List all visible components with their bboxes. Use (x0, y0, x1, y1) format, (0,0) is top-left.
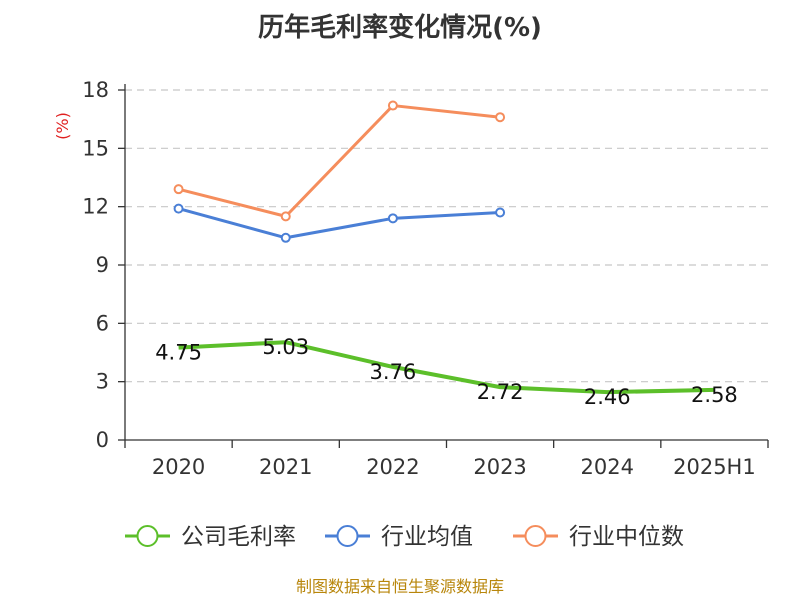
data-labels: 4.75 5.03 3.76 2.72 2.46 2.58 (155, 335, 738, 409)
x-tick-label-2025H1: 2025H1 (673, 455, 756, 479)
legend-label-1: 行业均值 (381, 524, 473, 550)
series-2-point-2 (387, 100, 398, 111)
y-tick-label-15: 15 (82, 136, 109, 160)
chart-title: 历年毛利率变化情况(%) (258, 12, 542, 43)
data-label-2024: 2.46 (584, 385, 631, 409)
y-tick-label-18: 18 (82, 78, 109, 102)
legend-item-2: 行业中位数 (513, 524, 684, 550)
y-axis-unit: (%) (53, 112, 72, 140)
x-tick-label-2021: 2021 (259, 455, 312, 479)
series-layer (173, 100, 715, 395)
y-tick-label-3: 3 (96, 370, 109, 394)
series-2 (173, 100, 506, 222)
legend-item-0: 公司毛利率 (125, 524, 296, 550)
legend-marker-0 (136, 525, 159, 547)
series-line-1 (178, 207, 501, 240)
series-0 (178, 340, 715, 395)
legend-marker-2 (524, 525, 547, 547)
axes: 0 3 6 9 12 15 18 2020 2021 2022 2023 2024 2025H1 (82, 78, 769, 479)
legend-marker-1 (336, 525, 359, 547)
data-label-2023: 2.72 (477, 380, 524, 404)
data-label-2020: 4.75 (155, 341, 202, 365)
series-2-point-0 (173, 184, 184, 195)
series-line-2 (178, 104, 501, 218)
legend-label-2: 行业中位数 (569, 524, 684, 550)
series-1-point-0 (173, 203, 184, 214)
data-label-2022: 3.76 (370, 360, 417, 384)
series-2-point-1 (280, 211, 291, 222)
y-tick-label-9: 9 (96, 253, 109, 277)
series-1 (173, 203, 506, 243)
legend: 公司毛利率 行业均值 行业中位数 (125, 524, 684, 550)
x-tick-label-2020: 2020 (152, 455, 205, 479)
series-1-point-2 (387, 213, 398, 224)
legend-item-1: 行业均值 (325, 524, 473, 550)
grid-lines (125, 89, 768, 383)
data-label-2025H1: 2.58 (691, 383, 738, 407)
source-footer: 制图数据来自恒生聚源数据库 (296, 577, 504, 596)
y-tick-label-12: 12 (82, 195, 109, 219)
legend-label-0: 公司毛利率 (181, 524, 296, 550)
series-1-point-3 (495, 207, 506, 218)
series-2-point-3 (495, 112, 506, 123)
x-tick-label-2022: 2022 (366, 455, 419, 479)
y-tick-label-0: 0 (96, 428, 109, 452)
y-tick-label-6: 6 (96, 311, 109, 335)
data-label-2021: 5.03 (262, 335, 309, 359)
series-1-point-1 (280, 232, 291, 243)
series-line-0 (178, 340, 715, 395)
x-tick-label-2024: 2024 (581, 455, 634, 479)
x-tick-label-2023: 2023 (473, 455, 526, 479)
